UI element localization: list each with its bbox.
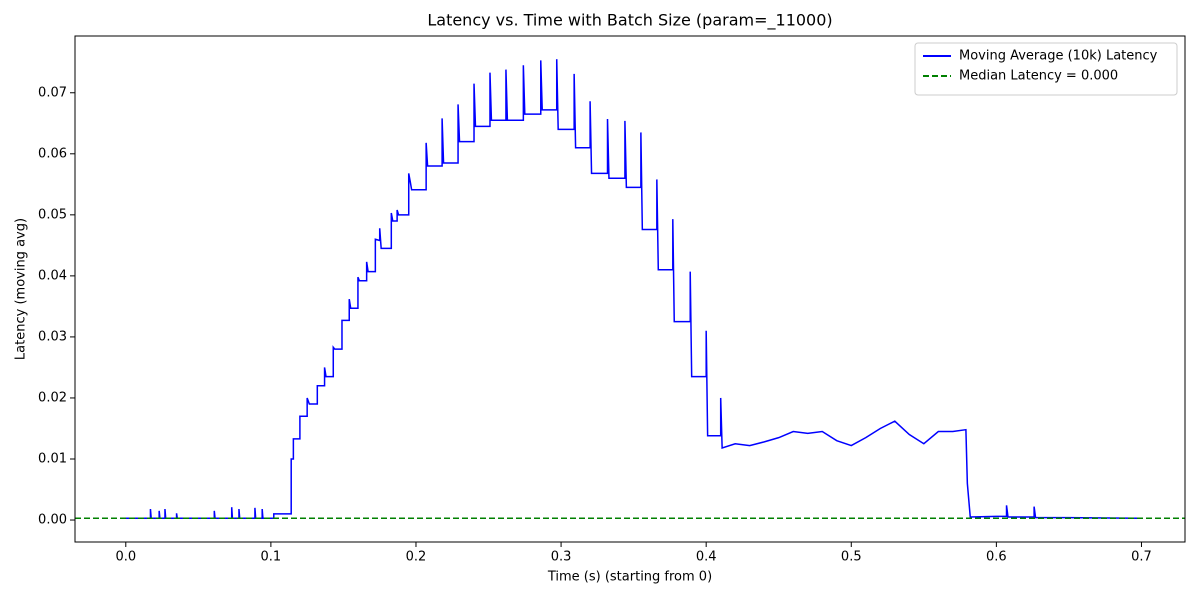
chart-title: Latency vs. Time with Batch Size (param=… [427, 11, 832, 31]
x-tick-label: 0.4 [696, 550, 717, 565]
x-tick-label: 0.0 [115, 550, 136, 565]
data-line [125, 59, 1138, 519]
y-tick-label: 0.05 [38, 207, 67, 222]
legend-box [914, 42, 1178, 96]
x-tick-label: 0.6 [986, 550, 1007, 565]
y-tick-label: 0.03 [38, 329, 67, 344]
y-tick-label: 0.07 [38, 85, 67, 100]
y-tick-label: 0.04 [38, 268, 67, 283]
plot-frame [74, 35, 1186, 543]
y-tick-label: 0.02 [38, 390, 67, 405]
y-tick-label: 0.06 [38, 146, 67, 161]
x-axis-label: Time (s) (starting from 0) [547, 570, 712, 585]
x-tick-label: 0.3 [551, 550, 572, 565]
y-tick-label: 0.01 [38, 451, 67, 466]
x-tick-label: 0.1 [261, 550, 282, 565]
x-tick-label: 0.5 [841, 550, 862, 565]
x-tick-label: 0.7 [1131, 550, 1152, 565]
y-axis-label: Latency (moving avg) [14, 218, 29, 360]
legend-label: Moving Average (10k) Latency [959, 49, 1158, 64]
legend-label: Median Latency = 0.000 [959, 69, 1118, 84]
x-tick-label: 0.2 [406, 550, 427, 565]
y-tick-label: 0.00 [38, 513, 67, 528]
